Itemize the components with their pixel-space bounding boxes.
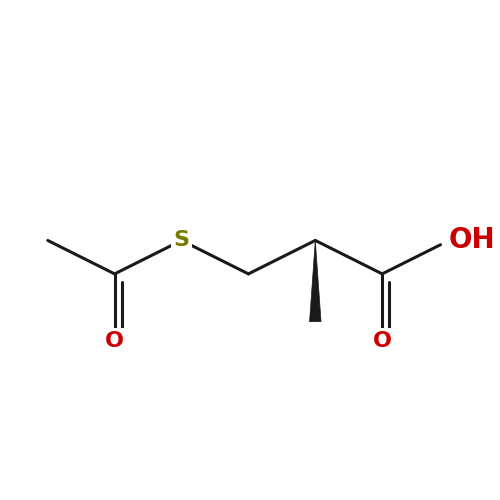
Text: OH: OH — [449, 226, 496, 254]
Text: S: S — [174, 230, 190, 250]
Text: O: O — [105, 331, 124, 351]
Text: O: O — [372, 331, 392, 351]
Polygon shape — [310, 240, 321, 322]
